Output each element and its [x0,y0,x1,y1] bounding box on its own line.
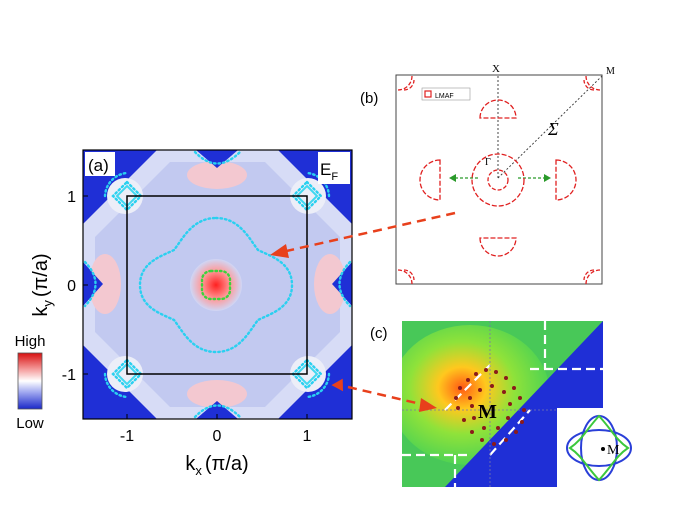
colorbar [17,352,43,410]
inset-m-dot [601,447,605,451]
colorbar-high: High [15,333,46,350]
y-tick-neg1: -1 [62,367,76,384]
x-tick-1: 1 [303,428,312,445]
sigma-label: Σ [547,119,559,139]
fermi-energy-sub: F [331,171,338,183]
gamma-hotspot [190,259,242,311]
lmaf-markers [397,75,601,285]
panel-c-map [402,321,603,487]
panel-b-label: (b) [360,90,378,107]
legend-box [421,87,471,101]
x-tick-neg1: -1 [120,428,134,445]
panel-c-label: (c) [370,325,388,342]
panel-a-label: (a) [88,156,109,175]
panel-c-markers [454,368,526,446]
legend-entry: LMAF [435,93,454,100]
panel-b: (b) X M Σ Γ LMAF [360,63,615,285]
inset-ellipses [566,414,632,482]
y-tick-1: 1 [67,189,76,206]
x-tick-0: 0 [213,428,222,445]
x-axis-title: kx (π/a) [185,453,248,478]
panel-a: (a) EF -1 0 1 1 0 -1 kx (π/a) ky(π/a) Hig… [15,149,353,478]
colorbar-low: Low [16,415,44,432]
connector-arrows [270,211,456,412]
arrow-tail-lower [331,378,343,392]
fermi-surface-green [200,269,232,301]
panel-c: (c) [370,321,632,487]
arrow-head-lower [419,398,437,412]
gamma-label: Γ [485,157,491,168]
m-point-label-b: M [606,66,615,77]
brillouin-zone [126,195,308,375]
fermi-energy-label: E [320,160,331,179]
legend-marker [424,90,432,98]
inset-m-label: M [607,443,620,458]
m-point-label-c: M [478,401,497,423]
arrow-head-upper [270,244,289,258]
panel-a-map [83,150,352,419]
panel-b-frame [395,74,603,285]
y-tick-0: 0 [67,278,76,295]
y-axis-title: ky(π/a) [30,253,55,316]
svg-text:EF: EF [320,160,338,183]
x-point-label: X [492,63,500,75]
